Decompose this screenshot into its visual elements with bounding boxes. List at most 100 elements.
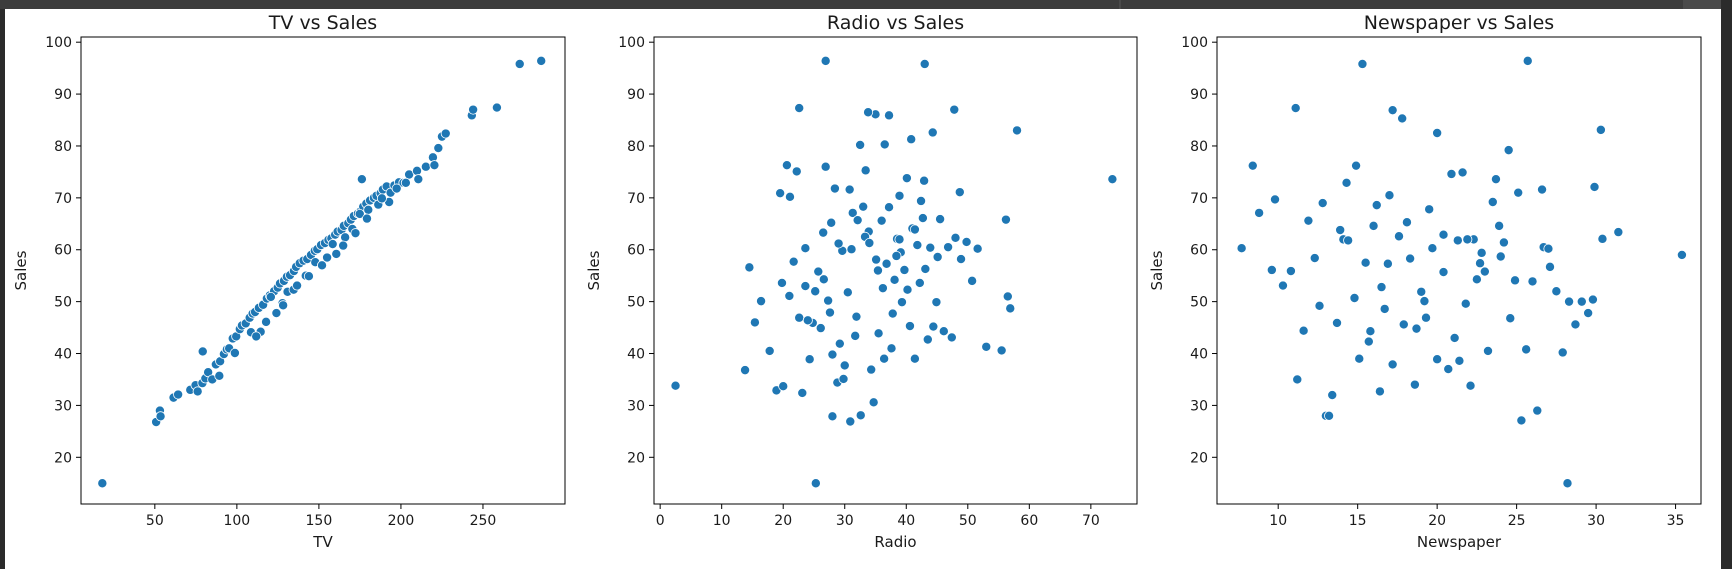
data-point <box>1368 220 1379 231</box>
data-point <box>920 263 931 274</box>
data-point <box>889 274 900 285</box>
x-tick-label: 60 <box>1020 513 1038 529</box>
data-point <box>1551 286 1562 297</box>
data-point <box>797 387 808 398</box>
data-point <box>1513 187 1524 198</box>
data-point <box>356 174 367 185</box>
data-point <box>412 165 423 176</box>
data-point <box>776 277 787 288</box>
data-point <box>791 166 802 177</box>
data-point <box>826 217 837 228</box>
data-point <box>852 215 863 226</box>
data-point <box>781 160 792 171</box>
data-point <box>1374 386 1385 397</box>
data-point <box>1327 390 1338 401</box>
data-point <box>855 139 866 150</box>
data-point <box>340 232 351 243</box>
data-point <box>1495 251 1506 262</box>
data-point <box>1107 174 1118 185</box>
data-point <box>1432 354 1443 365</box>
y-tick-label: 40 <box>1190 347 1208 363</box>
data-point <box>873 328 884 339</box>
y-axis-label: Sales <box>1148 250 1166 290</box>
data-point <box>1570 319 1581 330</box>
data-point <box>912 240 923 251</box>
data-point <box>292 280 303 291</box>
data-point <box>838 373 849 384</box>
x-tick-label: 50 <box>959 513 977 529</box>
data-point <box>327 239 338 250</box>
data-point <box>932 252 943 263</box>
data-point <box>740 365 751 376</box>
data-point <box>1002 291 1013 302</box>
data-point <box>468 104 479 115</box>
data-point <box>909 353 920 364</box>
data-point <box>1564 296 1575 307</box>
data-point <box>943 242 954 253</box>
x-axis-label: TV <box>312 533 333 551</box>
data-point <box>847 207 858 218</box>
data-point <box>917 213 928 224</box>
plot-frame <box>80 36 566 505</box>
data-point <box>251 331 262 342</box>
x-tick-label: 40 <box>897 513 915 529</box>
data-point <box>800 243 811 254</box>
data-point <box>794 103 805 114</box>
data-point <box>1254 207 1265 218</box>
data-point <box>788 256 799 267</box>
data-point <box>1676 249 1687 260</box>
y-tick-label: 20 <box>627 450 645 466</box>
data-point <box>794 312 805 323</box>
data-point <box>1449 332 1460 343</box>
data-point <box>1476 247 1487 258</box>
data-point <box>440 128 451 139</box>
chart-title: TV vs Sales <box>268 12 377 34</box>
data-point <box>1354 353 1365 364</box>
x-tick-label: 10 <box>1269 513 1287 529</box>
data-point <box>850 330 861 341</box>
data-point <box>868 397 879 408</box>
data-point <box>1424 204 1435 215</box>
data-point <box>863 107 874 118</box>
data-point <box>1487 197 1498 208</box>
x-tick-label: 50 <box>146 513 164 529</box>
data-point <box>1371 200 1382 211</box>
y-tick-label: 80 <box>1190 139 1208 155</box>
data-point <box>376 193 387 204</box>
chart-title: Newspaper vs Sales <box>1364 12 1554 34</box>
data-point <box>214 370 225 381</box>
data-point <box>1503 145 1514 156</box>
data-point <box>1589 181 1600 192</box>
data-point <box>670 380 681 391</box>
data-point <box>1505 313 1516 324</box>
data-point <box>1398 319 1409 330</box>
data-point <box>1475 258 1486 269</box>
data-point <box>433 143 444 154</box>
data-point <box>815 323 826 334</box>
data-point <box>800 281 811 292</box>
data-point <box>363 204 374 215</box>
data-point <box>1438 229 1449 240</box>
data-point <box>916 195 927 206</box>
data-point <box>1285 266 1296 277</box>
data-point <box>827 411 838 422</box>
data-point <box>820 161 831 172</box>
x-tick-label: 70 <box>1082 513 1100 529</box>
top-bar-divider <box>1119 0 1121 9</box>
data-point <box>956 254 967 265</box>
data-point <box>1405 253 1416 264</box>
y-tick-label: 90 <box>1190 87 1208 103</box>
data-point <box>981 341 992 352</box>
data-point <box>834 338 845 349</box>
data-point <box>884 202 895 213</box>
y-tick-label: 70 <box>627 191 645 207</box>
data-point <box>1317 198 1328 209</box>
data-point <box>1454 355 1465 366</box>
data-point <box>899 264 910 275</box>
data-point <box>1544 261 1555 272</box>
data-point <box>536 55 547 66</box>
x-axis-label: Radio <box>874 533 916 551</box>
data-point <box>400 177 411 188</box>
data-point <box>1460 298 1471 309</box>
y-tick-label: 60 <box>1190 243 1208 259</box>
